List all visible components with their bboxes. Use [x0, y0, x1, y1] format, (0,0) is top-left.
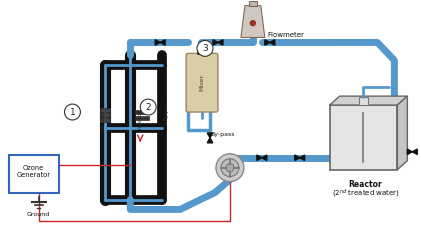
Polygon shape: [241, 6, 265, 37]
Polygon shape: [300, 155, 305, 161]
Polygon shape: [198, 50, 202, 55]
Text: 1: 1: [69, 108, 75, 117]
Text: Flowmeter: Flowmeter: [268, 33, 305, 38]
Text: Reactor: Reactor: [349, 180, 382, 189]
Polygon shape: [213, 40, 218, 45]
Text: By-pass: By-pass: [210, 132, 234, 137]
Circle shape: [226, 164, 234, 172]
FancyBboxPatch shape: [330, 105, 397, 170]
Polygon shape: [207, 133, 213, 138]
Polygon shape: [160, 150, 165, 155]
Text: Injector: Injector: [138, 109, 143, 130]
FancyBboxPatch shape: [100, 118, 110, 122]
Polygon shape: [330, 96, 408, 105]
Polygon shape: [160, 40, 165, 45]
Circle shape: [221, 159, 239, 177]
Text: Ozone
Generator: Ozone Generator: [16, 165, 51, 178]
Text: 3: 3: [202, 44, 208, 53]
Text: Mixer: Mixer: [200, 74, 205, 91]
Polygon shape: [155, 40, 160, 45]
Polygon shape: [408, 149, 412, 154]
Text: Nozzle: Nozzle: [101, 112, 106, 130]
Circle shape: [197, 40, 213, 56]
Circle shape: [216, 154, 244, 182]
Text: (2$^{nd}$ treated water): (2$^{nd}$ treated water): [331, 188, 400, 200]
FancyBboxPatch shape: [186, 53, 218, 112]
Polygon shape: [295, 155, 300, 161]
Text: Ground: Ground: [27, 212, 50, 217]
Polygon shape: [412, 149, 417, 154]
Polygon shape: [202, 50, 206, 55]
Polygon shape: [270, 40, 275, 45]
FancyBboxPatch shape: [135, 110, 149, 114]
Polygon shape: [262, 155, 267, 161]
FancyBboxPatch shape: [135, 116, 149, 120]
FancyBboxPatch shape: [359, 97, 368, 105]
Polygon shape: [397, 96, 408, 170]
Polygon shape: [218, 40, 223, 45]
FancyBboxPatch shape: [9, 155, 59, 193]
Circle shape: [140, 99, 156, 115]
FancyBboxPatch shape: [100, 113, 110, 117]
FancyBboxPatch shape: [100, 108, 110, 112]
Polygon shape: [207, 138, 213, 143]
Text: By-pass: By-pass: [164, 99, 169, 120]
Circle shape: [64, 104, 80, 120]
FancyBboxPatch shape: [249, 1, 257, 6]
Circle shape: [250, 21, 256, 26]
Polygon shape: [160, 155, 165, 160]
Polygon shape: [265, 40, 270, 45]
Text: 2: 2: [145, 102, 151, 112]
Polygon shape: [257, 155, 262, 161]
